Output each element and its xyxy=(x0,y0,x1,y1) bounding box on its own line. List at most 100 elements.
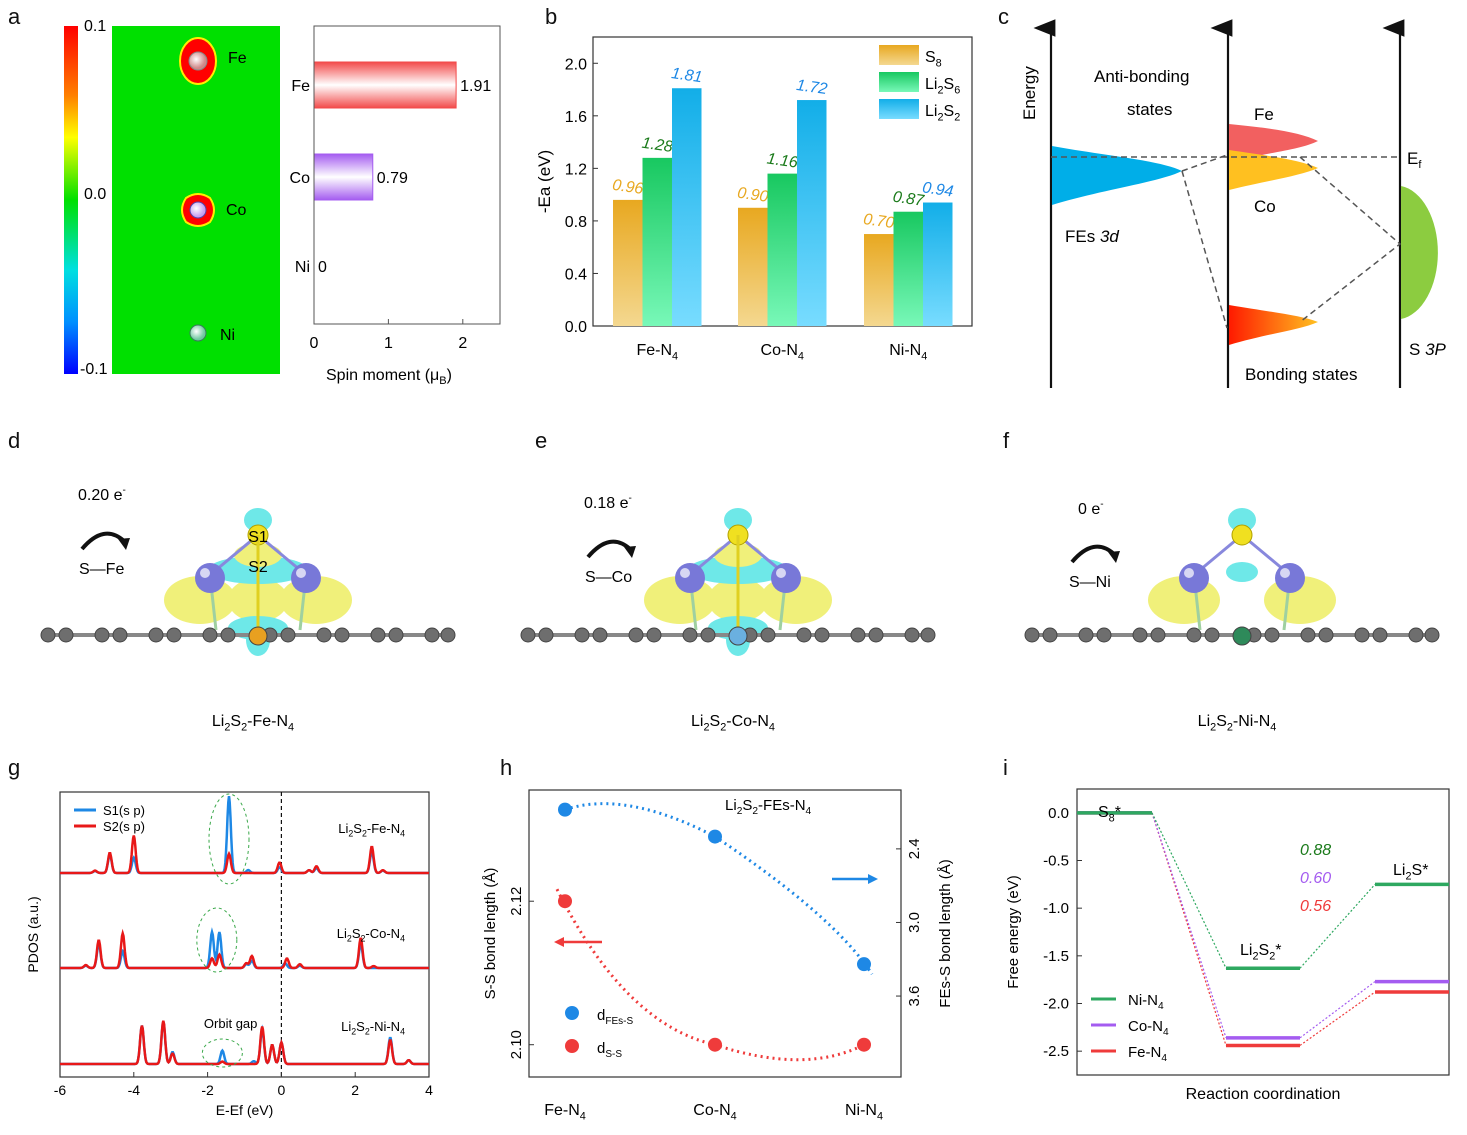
g-system-label-2: Li2S2-Ni-N4 xyxy=(341,1019,405,1037)
b-bar-s8-1 xyxy=(738,207,768,326)
charge-depletion-lobe xyxy=(724,508,752,532)
carbon-atom xyxy=(1204,627,1220,643)
i-connector-co-n4-2 xyxy=(1299,981,1376,1039)
b-bar-value-label: 1.81 xyxy=(670,65,703,86)
b-bar-li2s2-2 xyxy=(923,202,953,326)
i-y-tick-label: -2.5 xyxy=(1043,1043,1069,1060)
g-system-label-0: Li2S2-Fe-N4 xyxy=(338,821,405,839)
b-bar-value-label: 1.16 xyxy=(766,151,799,172)
bond-label: S—Fe xyxy=(79,561,124,578)
carbon-atom xyxy=(868,627,884,643)
panel-label-b: b xyxy=(545,4,558,29)
pdos-s2-line-1 xyxy=(60,928,429,970)
carbon-atom xyxy=(1424,627,1440,643)
map-label-fe: Fe xyxy=(228,50,247,67)
i-x-axis-label: Reaction coordination xyxy=(1186,1086,1341,1103)
panel-label-c: c xyxy=(998,4,1009,29)
b-bar-value-label: 0.94 xyxy=(921,179,954,200)
carbon-atom xyxy=(646,627,662,643)
metal-center-atom xyxy=(248,626,268,646)
h-title: Li2S2-FEs-N4 xyxy=(725,797,812,817)
lithium-atom xyxy=(195,563,225,593)
g-x-tick-label: -2 xyxy=(201,1082,214,1098)
b-bar-li2s2-0 xyxy=(672,88,702,327)
co-band-label: Co xyxy=(1254,197,1276,216)
spin-bar-frame xyxy=(313,25,501,325)
carbon-atom xyxy=(1024,627,1040,643)
atom-highlight xyxy=(776,568,786,578)
carbon-atom xyxy=(1264,627,1280,643)
carbon-atom xyxy=(1186,627,1202,643)
panel-label-a: a xyxy=(8,4,21,29)
h-point-ds-s-2 xyxy=(857,1037,871,1052)
highlight-ellipse xyxy=(201,1038,243,1068)
fermi-level-label: Ef xyxy=(1407,149,1422,171)
carbon-atom xyxy=(440,627,456,643)
carbon-atom xyxy=(202,627,218,643)
fe-atom xyxy=(188,51,208,71)
h-fit-line-dfes-s xyxy=(564,802,874,975)
h-right-axis-label: FEs-S bond length (Å) xyxy=(937,859,954,1007)
spin-value-label-ni: 0 xyxy=(318,259,327,276)
carbon-atom xyxy=(520,627,536,643)
carbon-atom xyxy=(40,627,56,643)
charge-transfer-label: 0 e- xyxy=(1078,499,1104,518)
carbon-atom xyxy=(574,627,590,643)
h-right-tick-label: 3.0 xyxy=(906,912,923,933)
b-y-tick-label: 0.4 xyxy=(565,266,587,283)
atom-label-s1: S1 xyxy=(248,529,268,546)
panel-label-e: e xyxy=(535,428,548,453)
carbon-atom xyxy=(148,627,164,643)
h-right-tick-label: 3.6 xyxy=(906,986,923,1007)
panel-label-g: g xyxy=(8,755,21,780)
orbit-gap-annotation: Orbit gap xyxy=(204,1016,257,1031)
b-y-tick-label: 1.2 xyxy=(565,161,587,178)
highlight-ellipse xyxy=(196,907,238,973)
i-barrier-label-co-n4: 0.60 xyxy=(1300,870,1331,887)
g-x-tick-label: 0 xyxy=(278,1082,286,1098)
panel-label-d: d xyxy=(8,428,21,453)
h-left-tick-label: 2.10 xyxy=(508,1030,525,1059)
i-y-tick-label: -1.5 xyxy=(1043,948,1069,965)
g-legend-label-s2: S2(s p) xyxy=(103,819,145,834)
carbon-atom xyxy=(700,627,716,643)
b-x-tick-label: Co-N4 xyxy=(761,342,804,362)
structure-caption: Li2S2-Ni-N4 xyxy=(1198,713,1277,733)
panel-h-bond-length-chart: 2.10 2.12 2.4 3.0 3.6 S-S bond length (Å) FEs-… xyxy=(482,789,954,1122)
co-atom xyxy=(189,201,207,219)
b-bar-value-label: 0.87 xyxy=(892,189,926,210)
charge-transfer-label: 0.18 e- xyxy=(584,493,632,512)
carbon-atom xyxy=(370,627,386,643)
b-bar-li2s6-0 xyxy=(642,157,672,326)
b-y-tick-label: 1.6 xyxy=(565,109,587,126)
spin-category-ni: Ni xyxy=(295,259,310,276)
spin-value-label-fe: 1.91 xyxy=(460,78,491,95)
carbon-atom xyxy=(1408,627,1424,643)
g-x-tick-label: -6 xyxy=(54,1082,67,1098)
carbon-atom xyxy=(1318,627,1334,643)
lithium-atom xyxy=(1275,563,1305,593)
carbon-atom xyxy=(1300,627,1316,643)
atom-highlight xyxy=(1184,568,1194,578)
atom-highlight xyxy=(200,568,210,578)
carbon-atom xyxy=(280,627,296,643)
carbon-atom xyxy=(94,627,110,643)
h-right-tick-label: 2.4 xyxy=(906,838,923,859)
g-legend-label-s1: S1(s p) xyxy=(103,803,145,818)
i-legend-label-fe-n4: Fe-N4 xyxy=(1128,1044,1167,1064)
i-y-tick-label: -0.5 xyxy=(1043,853,1069,870)
b-bar-li2s2-1 xyxy=(797,100,827,327)
fes-3d-band xyxy=(1052,146,1182,205)
fe-band xyxy=(1229,124,1318,162)
charge-depletion-lobe xyxy=(244,508,272,532)
ni-atom xyxy=(189,324,207,342)
i-state-label-s8: S8* xyxy=(1098,804,1121,824)
s-3p-band xyxy=(1401,186,1438,319)
b-legend-label-0: S8 xyxy=(925,49,942,69)
s-3p-label: S 3P xyxy=(1409,340,1447,359)
carbon-atom xyxy=(592,627,608,643)
i-y-tick-label: -1.0 xyxy=(1043,900,1069,917)
charge-transfer-arrow-icon xyxy=(586,539,632,559)
arrow-head-icon xyxy=(624,546,636,558)
h-point-dfes-s-1 xyxy=(708,829,722,844)
